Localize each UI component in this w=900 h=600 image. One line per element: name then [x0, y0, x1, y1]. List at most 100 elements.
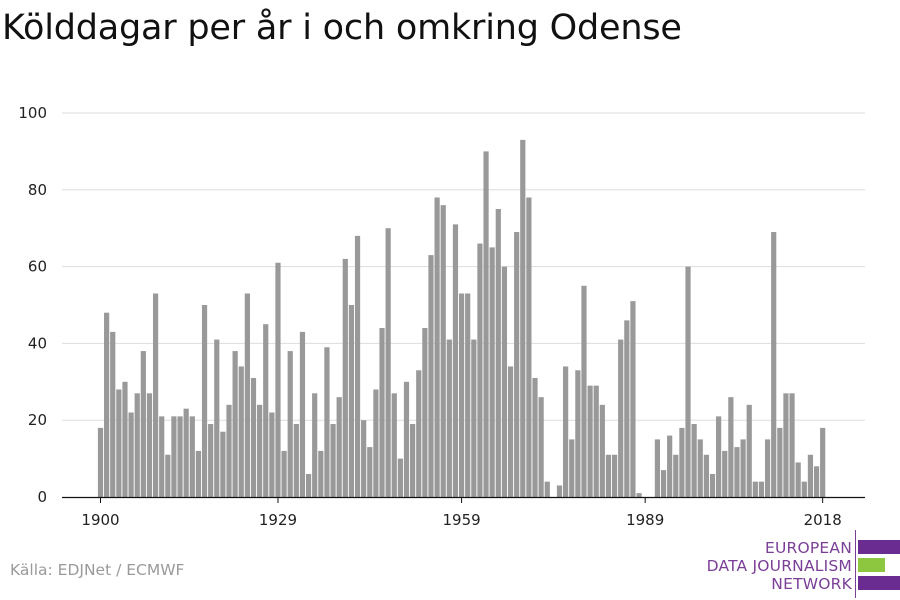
bar-1900 [97, 427, 104, 497]
bar-1993 [667, 435, 673, 497]
x-axis: 1900 1929 1959 1989 2018 [62, 496, 865, 529]
bar-1967 [507, 366, 514, 497]
bar-1970 [526, 197, 532, 498]
bar-1975 [556, 485, 563, 497]
bar-chart: 0 20 40 60 80 100 1900 1929 1959 1989 2018 [18, 104, 865, 529]
bar-1985 [618, 339, 624, 497]
bar-1909 [152, 293, 159, 497]
edjnet-logo: EUROPEAN DATA JOURNALISM NETWORK [700, 530, 900, 600]
logo-bar-green [858, 558, 885, 572]
bar-1906 [134, 393, 140, 497]
bar-1961 [471, 339, 477, 497]
y-tick-label-100: 100 [18, 104, 47, 122]
bar-2017 [813, 466, 820, 497]
bar-1972 [538, 397, 544, 497]
bar-2007 [752, 481, 758, 497]
bar-1907 [140, 351, 146, 497]
y-tick-label-20: 20 [28, 411, 47, 429]
bar-1966 [501, 266, 508, 497]
logo-divider [855, 530, 856, 598]
bar-2011 [777, 427, 783, 497]
bar-1981 [593, 385, 599, 497]
bar-1956 [440, 205, 446, 497]
logo-bar-purple-top [858, 540, 900, 554]
bar-1917 [201, 305, 208, 497]
bar-1908 [146, 393, 153, 497]
bar-1936 [318, 450, 324, 497]
bar-1934 [305, 473, 312, 497]
bar-1910 [159, 416, 165, 497]
bar-1928 [269, 412, 275, 497]
bar-1953 [422, 328, 428, 497]
bar-1994 [673, 454, 679, 497]
bar-1914 [183, 408, 189, 497]
bar-1999 [703, 454, 709, 497]
bar-1992 [660, 470, 667, 497]
bar-1920 [220, 431, 226, 497]
x-tick-label-1989: 1989 [626, 511, 664, 529]
bar-1905 [128, 412, 134, 497]
bar-1988 [636, 493, 642, 497]
bar-2008 [758, 481, 765, 497]
bar-1921 [226, 404, 232, 497]
bar-2000 [709, 473, 716, 497]
bar-1982 [599, 404, 605, 497]
bar-1927 [263, 324, 269, 497]
bar-1984 [611, 454, 618, 497]
bar-1991 [654, 439, 661, 497]
bar-1996 [685, 266, 691, 497]
x-tick-label-2018: 2018 [804, 511, 842, 529]
x-tick-label-1900: 1900 [81, 511, 119, 529]
bar-1976 [563, 366, 569, 497]
bar-1945 [373, 389, 379, 497]
bar-1932 [293, 424, 299, 497]
bar-1904 [122, 381, 128, 497]
bar-1995 [679, 427, 685, 497]
bar-1947 [385, 228, 391, 497]
bar-1997 [691, 424, 697, 497]
bar-2013 [789, 393, 795, 497]
y-tick-label-40: 40 [28, 334, 47, 352]
bar-2014 [795, 462, 801, 497]
bar-1950 [403, 381, 410, 497]
bar-1944 [367, 447, 373, 497]
x-tick-label-1959: 1959 [442, 511, 480, 529]
x-tick-label-1929: 1929 [259, 511, 297, 529]
bar-1942 [354, 235, 361, 497]
bar-1913 [177, 416, 183, 497]
bar-1941 [348, 305, 355, 497]
logo-line-1: EUROPEAN [764, 539, 852, 557]
bar-1918 [208, 424, 214, 497]
logo-line-3: NETWORK [771, 575, 852, 593]
bar-2018 [820, 427, 826, 497]
bar-1940 [342, 258, 348, 497]
bar-1946 [379, 328, 385, 497]
bar-1980 [587, 385, 593, 497]
bar-2012 [783, 393, 789, 497]
bar-1958 [452, 224, 459, 498]
bar-1962 [477, 243, 483, 497]
bar-2010 [771, 232, 777, 498]
bar-1963 [483, 151, 489, 497]
bar-1983 [605, 454, 612, 497]
bar-1968 [514, 232, 520, 498]
bar-1998 [697, 439, 703, 497]
bar-1919 [214, 339, 220, 497]
logo-bar-purple-bottom [858, 576, 900, 590]
bar-1931 [287, 351, 293, 497]
y-tick-label-80: 80 [28, 181, 47, 199]
chart-title: Kölddagar per år i och omkring Odense [2, 8, 682, 48]
bar-1978 [575, 370, 581, 497]
bar-1948 [391, 393, 397, 497]
bar-1939 [336, 397, 342, 497]
bar-2016 [807, 454, 814, 497]
bar-2001 [716, 416, 722, 497]
bar-1973 [544, 481, 550, 497]
bar-1924 [244, 293, 250, 497]
bar-1903 [116, 389, 122, 497]
bar-1987 [630, 301, 636, 497]
bar-2015 [801, 481, 807, 497]
bar-1965 [495, 209, 501, 497]
bar-2006 [746, 404, 752, 497]
bar-2004 [734, 447, 740, 497]
